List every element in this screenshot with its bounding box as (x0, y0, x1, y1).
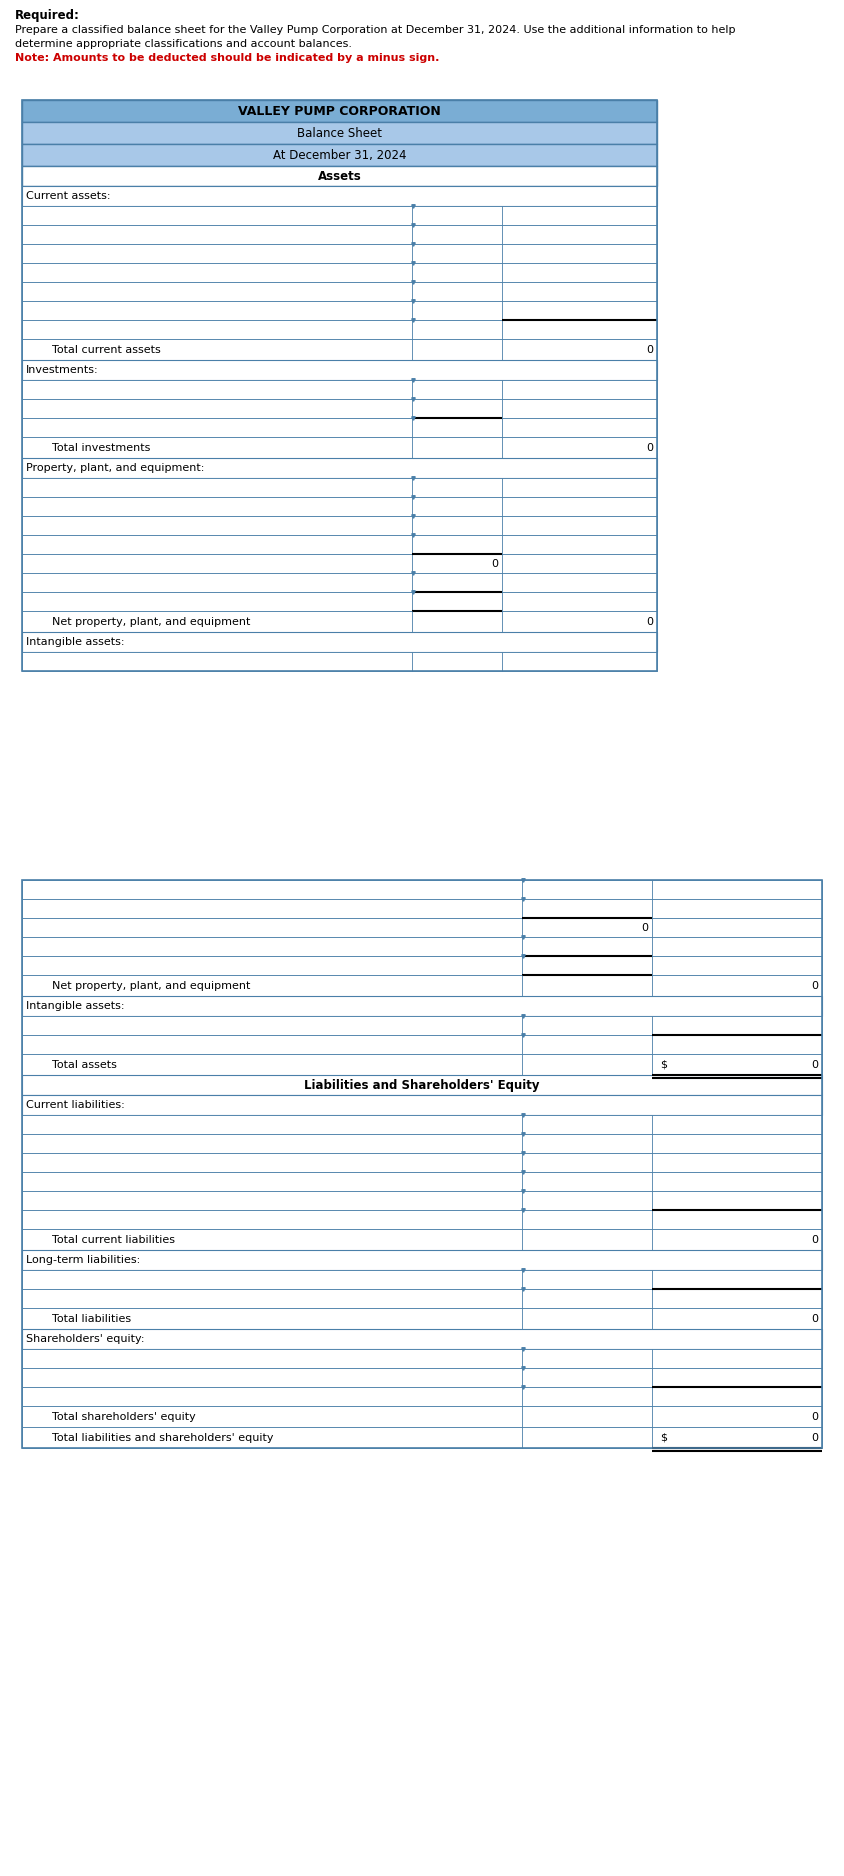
Bar (22, 1405, 822, 1428)
Bar (22, 437, 657, 458)
Bar (22, 899, 822, 917)
Bar (22, 880, 822, 1448)
Bar (22, 516, 657, 535)
Text: Total shareholders' equity: Total shareholders' equity (52, 1411, 196, 1422)
Text: Note: Amounts to be deducted should be indicated by a minus sign.: Note: Amounts to be deducted should be i… (15, 53, 440, 64)
Text: Required:: Required: (15, 9, 80, 21)
Text: Total investments: Total investments (52, 443, 150, 452)
Text: Current assets:: Current assets: (26, 191, 111, 201)
Bar (22, 1328, 822, 1349)
Bar (22, 1096, 822, 1114)
Text: Total current assets: Total current assets (52, 345, 160, 355)
Bar (22, 1349, 822, 1368)
Bar (22, 632, 657, 653)
Bar (22, 1249, 822, 1270)
Bar (22, 99, 657, 672)
Text: 0: 0 (491, 559, 498, 568)
Bar (22, 1229, 822, 1249)
Text: Prepare a classified balance sheet for the Valley Pump Corporation at December 3: Prepare a classified balance sheet for t… (15, 24, 735, 36)
Text: Current liabilities:: Current liabilities: (26, 1099, 125, 1111)
Text: 0: 0 (811, 1313, 818, 1323)
Text: 0: 0 (641, 923, 648, 932)
Bar (22, 1289, 822, 1308)
Bar (22, 572, 657, 593)
Text: 0: 0 (811, 1234, 818, 1244)
Bar (22, 1386, 822, 1405)
Bar (22, 593, 657, 612)
Bar (22, 653, 657, 672)
Bar (22, 1075, 822, 1096)
Bar (22, 360, 657, 381)
Bar (22, 996, 822, 1017)
Bar (22, 1191, 822, 1210)
Bar (22, 340, 657, 360)
Bar (22, 1428, 822, 1448)
Bar (22, 497, 657, 516)
Bar (22, 917, 822, 936)
Text: determine appropriate classifications and account balances.: determine appropriate classifications an… (15, 39, 352, 49)
Bar (22, 418, 657, 437)
Bar (22, 1154, 822, 1172)
Text: Total current liabilities: Total current liabilities (52, 1234, 175, 1244)
Text: Net property, plant, and equipment: Net property, plant, and equipment (52, 617, 251, 627)
Bar (22, 1172, 822, 1191)
Bar (22, 936, 822, 957)
Bar (22, 1210, 822, 1229)
Bar (22, 206, 657, 225)
Bar (22, 400, 657, 418)
Text: Total liabilities: Total liabilities (52, 1313, 131, 1323)
Bar (22, 144, 657, 165)
Bar (22, 976, 822, 996)
Text: 0: 0 (811, 981, 818, 991)
Text: 0: 0 (811, 1060, 818, 1069)
Text: Balance Sheet: Balance Sheet (297, 126, 382, 139)
Bar (22, 535, 657, 553)
Text: Liabilities and Shareholders' Equity: Liabilities and Shareholders' Equity (304, 1079, 540, 1092)
Bar (22, 263, 657, 281)
Bar (22, 381, 657, 400)
Text: Total liabilities and shareholders' equity: Total liabilities and shareholders' equi… (52, 1433, 273, 1443)
Text: $: $ (660, 1433, 667, 1443)
Bar (22, 1270, 822, 1289)
Text: 0: 0 (811, 1433, 818, 1443)
Text: Net property, plant, and equipment: Net property, plant, and equipment (52, 981, 251, 991)
Bar (22, 1036, 822, 1054)
Bar (22, 1368, 822, 1386)
Bar (22, 1054, 822, 1075)
Text: Total assets: Total assets (52, 1060, 116, 1069)
Bar (22, 281, 657, 300)
Text: Long-term liabilities:: Long-term liabilities: (26, 1255, 140, 1264)
Text: Assets: Assets (317, 169, 361, 182)
Text: Investments:: Investments: (26, 366, 99, 375)
Bar (22, 165, 657, 186)
Text: $: $ (660, 1060, 667, 1069)
Bar (22, 880, 822, 899)
Bar (22, 321, 657, 340)
Bar (22, 957, 822, 976)
Bar (22, 478, 657, 497)
Bar (22, 1133, 822, 1154)
Text: 0: 0 (646, 345, 653, 355)
Text: At December 31, 2024: At December 31, 2024 (273, 148, 406, 161)
Text: 0: 0 (646, 617, 653, 627)
Text: Intangible assets:: Intangible assets: (26, 638, 125, 647)
Bar (22, 1114, 822, 1133)
Bar (22, 244, 657, 263)
Bar (22, 612, 657, 632)
Text: 0: 0 (646, 443, 653, 452)
Bar (22, 553, 657, 572)
Bar (22, 99, 657, 122)
Bar (22, 186, 657, 206)
Text: Intangible assets:: Intangible assets: (26, 1002, 125, 1011)
Text: Shareholders' equity:: Shareholders' equity: (26, 1334, 144, 1343)
Bar (22, 458, 657, 478)
Bar (22, 300, 657, 321)
Bar (22, 122, 657, 144)
Bar (22, 225, 657, 244)
Bar (22, 1017, 822, 1036)
Text: VALLEY PUMP CORPORATION: VALLEY PUMP CORPORATION (238, 105, 441, 118)
Text: Property, plant, and equipment:: Property, plant, and equipment: (26, 463, 204, 473)
Text: 0: 0 (811, 1411, 818, 1422)
Bar (22, 1308, 822, 1328)
